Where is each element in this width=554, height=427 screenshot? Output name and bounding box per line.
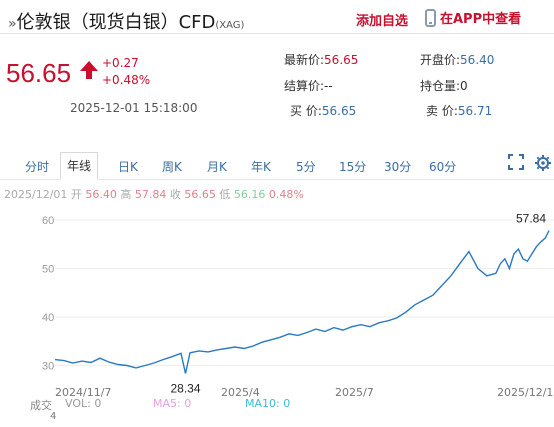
instrument-title: »伦敦银（现货白银）CFD(XAG): [8, 8, 244, 34]
ohlc-open-label: 开: [70, 188, 82, 201]
ohlc-low: 56.16: [233, 188, 266, 201]
ma5-value: MA5: 0: [153, 397, 192, 410]
tab-30min[interactable]: 30分: [384, 160, 412, 174]
volume-count: 4: [50, 411, 57, 422]
latest-price-value: 56.65: [324, 53, 359, 67]
ohlc-high: 57.84: [134, 188, 167, 201]
settle-price-value: --: [324, 79, 333, 93]
y-tick-label: 50: [42, 263, 54, 275]
phone-icon: [425, 8, 436, 27]
latest-price-label: 最新价:: [284, 53, 325, 67]
view-in-app-label: 在APP中查看: [440, 12, 522, 27]
y-tick-label: 40: [42, 312, 54, 324]
tab-year-line[interactable]: 年线: [60, 152, 99, 180]
low-annotation: 28.34: [170, 382, 200, 396]
settle-price-label: 结算价:: [284, 79, 325, 93]
tab-5min[interactable]: 5分: [296, 160, 316, 174]
ohlc-close-label: 收: [169, 188, 181, 201]
ma10-value: MA10: 0: [245, 397, 291, 410]
title-prefix: »: [8, 16, 17, 32]
change-percent: +0.48%: [102, 73, 151, 87]
tab-monthly-k[interactable]: 月K: [207, 160, 227, 174]
x-tick-label: 2024/11/7: [55, 386, 112, 399]
tab-intraday[interactable]: 分时: [25, 160, 50, 174]
open-interest-label: 持仓量:: [420, 79, 461, 93]
settings-icon[interactable]: [534, 154, 552, 172]
period-tabs: 分时 年线 日K 周K 月K 年K 5分 15分 30分 60分: [0, 150, 554, 180]
bid-price-label: 买 价:: [290, 104, 322, 118]
open-price-label: 开盘价:: [420, 53, 461, 67]
ask-price-row: 卖 价:56.71: [426, 102, 492, 119]
price-series-line: [54, 230, 550, 374]
open-interest-row: 持仓量:0: [420, 77, 468, 94]
open-price-row: 开盘价:56.40: [420, 51, 494, 68]
open-interest-value: 0: [460, 79, 468, 93]
bid-price-row: 买 价:56.65: [290, 102, 356, 119]
ohlc-legend: 2025/12/01 开 56.40 高 57.84 收 56.65 低 56.…: [4, 186, 304, 202]
x-tick-label: 2025/4: [221, 386, 260, 399]
price-change: +0.27 +0.48%: [102, 55, 150, 89]
x-tick-label: 2025/12/1: [497, 386, 554, 399]
header: »伦敦银（现货白银）CFD(XAG) 添加自选 在APP中查看: [0, 0, 554, 34]
y-tick-label: 30: [42, 360, 54, 372]
volume-value: VOL: 0: [65, 397, 102, 410]
tab-daily-k[interactable]: 日K: [118, 160, 138, 174]
y-tick-label: 60: [42, 215, 54, 227]
add-favorite-button[interactable]: 添加自选: [356, 14, 409, 29]
tab-weekly-k[interactable]: 周K: [162, 160, 182, 174]
fullscreen-icon[interactable]: [508, 154, 524, 170]
latest-price-row: 最新价:56.65: [284, 51, 358, 68]
x-tick-label: 2025/7: [335, 386, 374, 399]
change-value: +0.27: [102, 56, 139, 70]
ohlc-high-label: 高: [120, 188, 132, 201]
tab-yearly-k[interactable]: 年K: [251, 160, 271, 174]
quote-datetime: 2025-12-01 15:18:00: [70, 101, 198, 115]
tab-15min[interactable]: 15分: [339, 160, 367, 174]
bid-price-value: 56.65: [321, 104, 357, 118]
volume-label: 成交: [30, 399, 52, 412]
settle-price-row: 结算价:--: [284, 77, 333, 94]
tab-60min[interactable]: 60分: [429, 160, 457, 174]
view-in-app-button[interactable]: 在APP中查看: [425, 8, 521, 27]
ohlc-date: 2025/12/01: [4, 188, 68, 201]
instrument-code: (XAG): [215, 20, 245, 31]
ohlc-pct: 0.48%: [268, 188, 304, 201]
ask-price-label: 卖 价:: [426, 104, 458, 118]
ask-price-value: 56.71: [457, 104, 493, 118]
up-arrow-icon: [80, 61, 98, 79]
open-price-value: 56.40: [460, 53, 495, 67]
ohlc-low-label: 低: [219, 188, 231, 201]
current-price: 56.65: [6, 58, 72, 88]
title-text: 伦敦银（现货白银）CFD: [16, 12, 216, 33]
high-annotation: 57.84: [516, 211, 546, 225]
ohlc-close: 56.65: [184, 188, 216, 201]
price-line-chart[interactable]: 60 50 40 30 57.84 28.34: [0, 200, 554, 400]
ohlc-open: 56.40: [85, 188, 117, 201]
